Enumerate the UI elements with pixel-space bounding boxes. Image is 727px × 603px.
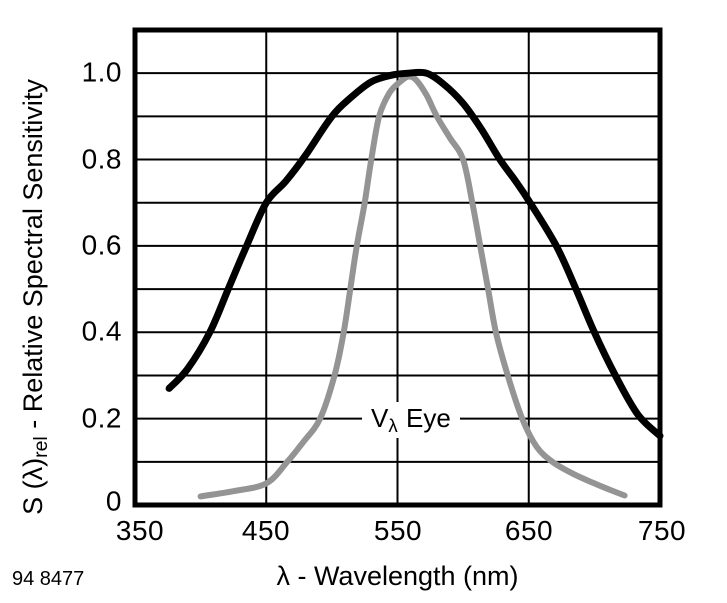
x-axis-title: λ - Wavelength (nm) xyxy=(276,561,519,591)
y-tick-label-0: 0 xyxy=(105,485,122,517)
y-tick-label-0-8: 0.8 xyxy=(81,143,122,175)
x-tick-label-550: 550 xyxy=(373,515,423,546)
y-tick-label-1-0: 1.0 xyxy=(81,56,122,88)
photodetector-relative-spectral-sensitivity-curve xyxy=(165,68,664,440)
eye-curve-label-eye: Eye xyxy=(406,403,451,433)
eye-curve-label-lambda-subscript: λ xyxy=(388,415,398,437)
x-tick-label-350: 350 xyxy=(115,515,165,546)
y-tick-label-0-6: 0.6 xyxy=(81,229,122,261)
eye-curve-label: Vλ Eye xyxy=(362,402,460,438)
y-tick-label-0-4: 0.4 xyxy=(81,315,122,347)
plot-frame xyxy=(132,27,663,508)
v-lambda-human-eye-sensitivity-curve xyxy=(197,73,628,500)
x-tick-label-750: 750 xyxy=(637,515,687,546)
eye-curve-label-v: V xyxy=(371,403,389,433)
figure-number: 94 8477 xyxy=(12,568,85,590)
y-axis-title-subscript: rel xyxy=(30,436,53,458)
x-tick-label-650: 650 xyxy=(504,515,554,546)
y-tick-label-0-2: 0.2 xyxy=(81,402,122,434)
x-tick-label-450: 450 xyxy=(241,515,291,546)
